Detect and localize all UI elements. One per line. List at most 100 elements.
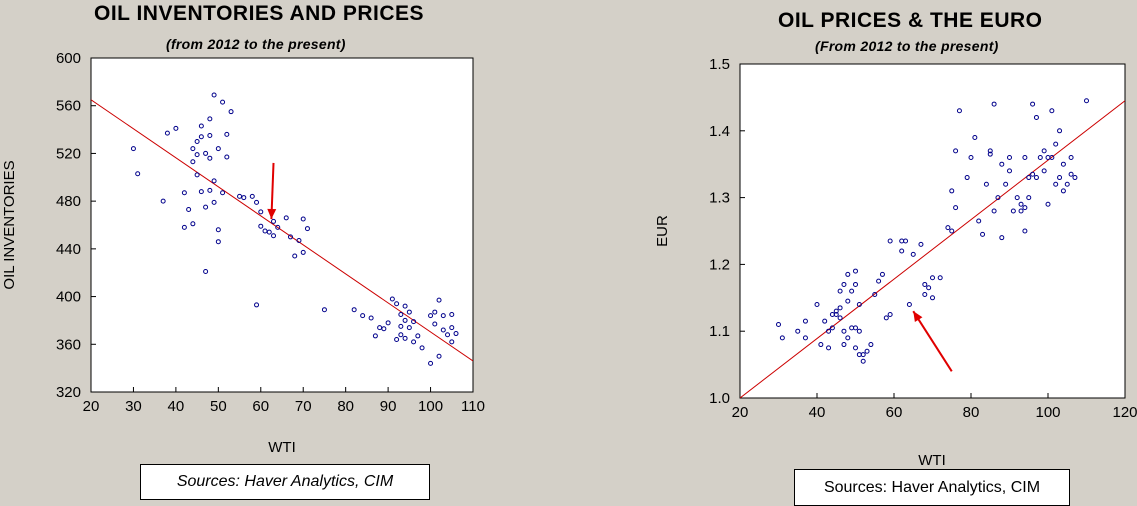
- left-data-point: [237, 193, 243, 199]
- right-data-point: [822, 318, 828, 324]
- right-data-point: [845, 271, 851, 277]
- right-data-point: [910, 251, 916, 257]
- right-data-point: [956, 108, 962, 114]
- left-data-point: [351, 307, 357, 313]
- left-x-tick-label: 80: [337, 398, 354, 415]
- right-data-point: [826, 328, 832, 334]
- left-data-point: [440, 313, 446, 319]
- right-data-point: [999, 161, 1005, 167]
- right-data-point: [999, 235, 1005, 241]
- right-data-point: [1030, 101, 1036, 107]
- right-data-point: [887, 238, 893, 244]
- left-x-axis-label: WTI: [268, 439, 296, 456]
- left-data-point: [406, 325, 412, 331]
- left-data-point: [360, 313, 366, 319]
- left-data-point: [211, 199, 217, 205]
- right-data-point: [1026, 195, 1032, 201]
- right-data-point: [849, 288, 855, 294]
- right-data-point: [826, 345, 832, 351]
- left-chart-title: OIL INVENTORIES AND PRICES: [94, 2, 424, 25]
- left-data-point: [398, 311, 404, 317]
- left-y-tick-label: 480: [56, 193, 81, 210]
- left-data-point: [215, 239, 221, 245]
- right-data-point: [887, 312, 893, 317]
- right-data-point: [872, 291, 878, 297]
- left-data-point: [194, 139, 200, 144]
- left-x-tick-label: 50: [210, 398, 227, 415]
- right-data-point: [1084, 98, 1089, 104]
- right-data-point: [972, 134, 978, 140]
- left-data-point: [432, 321, 438, 327]
- left-data-point: [258, 209, 264, 215]
- left-data-point: [224, 131, 230, 137]
- right-data-point: [968, 155, 974, 161]
- right-data-point: [845, 298, 851, 304]
- right-arrow-head: [913, 311, 923, 323]
- left-y-tick-label: 560: [56, 98, 81, 115]
- right-data-point: [980, 231, 986, 237]
- right-data-point: [1022, 205, 1028, 211]
- right-data-point: [845, 335, 851, 341]
- left-data-point: [207, 155, 213, 161]
- right-data-point: [868, 342, 874, 348]
- left-data-point: [241, 195, 247, 201]
- left-data-point: [181, 190, 187, 196]
- left-data-point: [211, 92, 217, 98]
- right-data-point: [991, 101, 997, 107]
- left-data-point: [440, 327, 446, 333]
- left-data-point: [283, 215, 289, 221]
- right-data-point: [879, 271, 885, 277]
- right-plot-area: [739, 63, 1126, 399]
- right-data-point: [1030, 171, 1036, 177]
- right-data-point: [922, 281, 928, 287]
- right-x-tick-label: 80: [963, 404, 980, 421]
- right-data-point: [903, 238, 909, 244]
- left-data-point: [321, 307, 327, 313]
- left-data-point: [211, 178, 217, 184]
- left-data-point: [190, 221, 196, 227]
- left-y-tick-label: 520: [56, 145, 81, 162]
- right-x-axis-label: WTI: [918, 452, 946, 469]
- left-chart-subtitle: (from 2012 to the present): [166, 36, 346, 52]
- left-y-tick-label: 320: [56, 384, 81, 401]
- left-data-point: [215, 227, 221, 233]
- right-data-point: [841, 281, 847, 287]
- left-data-point: [228, 109, 234, 115]
- right-data-point: [1060, 188, 1066, 194]
- right-x-tick-label: 100: [1035, 404, 1060, 421]
- right-y-tick-label: 1.5: [709, 56, 730, 73]
- right-data-point: [995, 195, 1001, 201]
- right-data-point: [926, 285, 932, 291]
- left-data-point: [173, 125, 179, 131]
- left-data-point: [194, 152, 200, 158]
- left-data-point: [402, 335, 408, 341]
- left-data-point: [372, 333, 378, 339]
- left-y-tick-label: 360: [56, 336, 81, 353]
- left-x-tick-label: 110: [461, 398, 485, 415]
- left-y-tick-label: 600: [56, 50, 81, 67]
- right-data-point: [1018, 201, 1024, 207]
- left-data-point: [198, 189, 204, 195]
- right-data-point: [983, 181, 989, 187]
- left-data-point: [135, 171, 141, 177]
- left-data-point: [287, 234, 293, 240]
- right-data-point: [949, 188, 955, 194]
- right-arrow-shaft: [912, 310, 953, 372]
- left-data-point: [304, 226, 310, 232]
- left-y-axis-label: OIL INVENTORIES: [1, 160, 18, 289]
- right-data-point: [1041, 148, 1047, 154]
- right-data-point: [930, 275, 935, 281]
- left-data-point: [394, 337, 400, 343]
- right-data-point: [899, 248, 905, 254]
- right-data-point: [841, 342, 847, 348]
- right-data-point: [906, 301, 912, 307]
- left-data-point: [368, 315, 374, 321]
- right-data-point: [1068, 171, 1074, 177]
- right-data-point: [833, 308, 839, 314]
- left-data-point: [220, 99, 226, 105]
- right-data-point: [876, 278, 882, 284]
- right-y-tick-label: 1.1: [709, 323, 730, 340]
- left-data-point: [249, 193, 255, 199]
